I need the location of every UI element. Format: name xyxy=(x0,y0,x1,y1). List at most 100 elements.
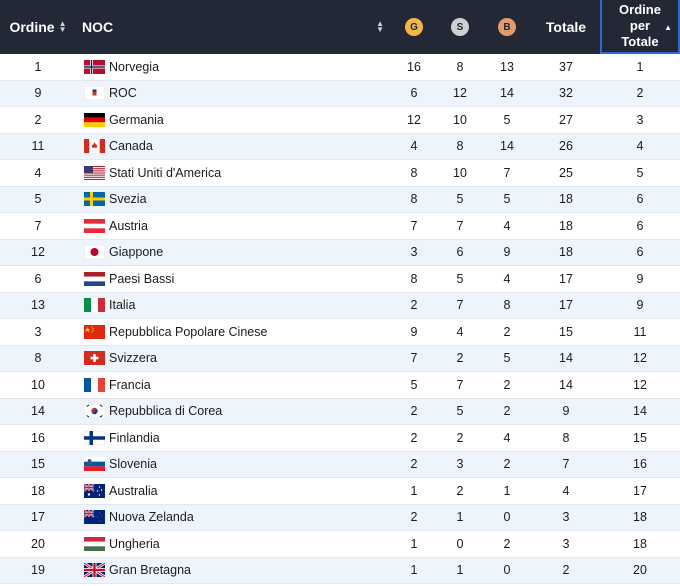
bronze-count-cell: 0 xyxy=(503,563,511,578)
total-count-cell: 25 xyxy=(559,165,573,180)
bronze-count-cell: 14 xyxy=(500,86,514,101)
rank-cell: 6 xyxy=(34,271,42,286)
silver-count-cell: 0 xyxy=(456,536,464,551)
rank-cell: 16 xyxy=(31,430,45,445)
table-row[interactable]: 10 Francia 5 7 2 14 12 xyxy=(0,372,680,399)
table-row[interactable]: 16 Finlandia 2 2 4 8 15 xyxy=(0,425,680,452)
silver-count-cell: 3 xyxy=(456,457,464,472)
gold-count-cell: 7 xyxy=(410,351,418,366)
silver-count-cell: 8 xyxy=(456,139,464,154)
country-name-cell: Svizzera xyxy=(109,351,157,366)
noc-header-label: NOC xyxy=(82,19,114,35)
order-by-total-cell: 6 xyxy=(636,218,644,233)
order-by-total-cell: 6 xyxy=(636,192,644,207)
rank-cell: 13 xyxy=(31,298,45,313)
rank-cell: 11 xyxy=(31,139,45,154)
gold-count-cell: 12 xyxy=(407,112,421,127)
rank-cell: 12 xyxy=(31,245,45,260)
bronze-count-cell: 2 xyxy=(503,457,511,472)
noc-column-header[interactable]: NOC ▲ ▼ xyxy=(82,0,392,54)
order-by-total-cell: 14 xyxy=(633,404,647,419)
total-count-cell: 18 xyxy=(559,245,573,260)
table-row[interactable]: 12 Giappone 3 6 9 18 6 xyxy=(0,239,680,266)
silver-medal-icon: S xyxy=(451,18,469,36)
total-count-cell: 32 xyxy=(559,86,573,101)
rank-cell: 14 xyxy=(31,404,45,419)
table-row[interactable]: 15 Slovenia 2 3 2 7 16 xyxy=(0,451,680,478)
rank-cell: 8 xyxy=(34,351,42,366)
table-row[interactable]: 18 Australia 1 2 1 4 17 xyxy=(0,478,680,505)
gold-column-header[interactable]: G xyxy=(394,0,434,54)
table-header: Ordine ▲ ▼ NOC ▲ ▼ G S B Totale Ordine per… xyxy=(0,0,680,54)
table-row[interactable]: 11 Canada 4 8 14 26 4 xyxy=(0,133,680,160)
gold-count-cell: 1 xyxy=(410,483,418,498)
total-column-header[interactable]: Totale xyxy=(536,0,596,54)
table-row[interactable]: 2 Germania 12 10 5 27 3 xyxy=(0,107,680,134)
table-row[interactable]: 14 Repubblica di Corea 2 5 2 9 14 xyxy=(0,398,680,425)
country-name-cell: Giappone xyxy=(109,245,164,260)
country-name-cell: Nuova Zelanda xyxy=(109,510,194,525)
sort-icon: ▲ ▼ xyxy=(58,19,67,34)
sort-icon: ▲ ▼ xyxy=(376,19,384,34)
order-by-total-cell: 12 xyxy=(633,377,647,392)
country-name-cell: Francia xyxy=(109,377,151,392)
gold-count-cell: 4 xyxy=(410,139,418,154)
country-name-cell: Ungheria xyxy=(109,536,160,551)
country-name-cell: Slovenia xyxy=(109,457,157,472)
japan-flag-icon xyxy=(84,240,106,266)
sweden-flag-icon xyxy=(84,187,106,213)
total-count-cell: 2 xyxy=(562,563,570,578)
country-name-cell: Finlandia xyxy=(109,430,160,445)
usa-flag-icon xyxy=(84,160,106,186)
bronze-column-header[interactable]: B xyxy=(487,0,527,54)
rank-column-header[interactable]: Ordine ▲ ▼ xyxy=(0,0,76,54)
bronze-count-cell: 8 xyxy=(503,298,511,313)
country-name-cell: Stati Uniti d'America xyxy=(109,165,222,180)
table-row[interactable]: 13 Italia 2 7 8 17 9 xyxy=(0,292,680,319)
table-row[interactable]: 19 Gran Bretagna 1 1 0 2 20 xyxy=(0,557,680,584)
table-row[interactable]: 20 Ungheria 1 0 2 3 18 xyxy=(0,531,680,558)
silver-count-cell: 5 xyxy=(456,192,464,207)
bronze-count-cell: 1 xyxy=(503,483,511,498)
total-count-cell: 15 xyxy=(559,324,573,339)
germany-flag-icon xyxy=(84,107,106,133)
table-row[interactable]: 4 Stati Uniti d'America 8 10 7 25 5 xyxy=(0,160,680,187)
table-row[interactable]: 1 Norvegia 16 8 13 37 1 xyxy=(0,54,680,81)
table-row[interactable]: 6 Paesi Bassi 8 5 4 17 9 xyxy=(0,266,680,293)
order-total-column-header[interactable]: Ordine per Totale ▲ xyxy=(600,0,680,54)
table-row[interactable]: 5 Svezia 8 5 5 18 6 xyxy=(0,186,680,213)
silver-column-header[interactable]: S xyxy=(440,0,480,54)
rank-cell: 1 xyxy=(34,59,42,74)
silver-count-cell: 1 xyxy=(456,510,464,525)
gold-count-cell: 2 xyxy=(410,298,418,313)
rank-cell: 3 xyxy=(34,324,42,339)
netherlands-flag-icon xyxy=(84,266,106,292)
gold-count-cell: 2 xyxy=(410,510,418,525)
order-by-total-cell: 9 xyxy=(636,271,644,286)
table-row[interactable]: 17 Nuova Zelanda 2 1 0 3 18 xyxy=(0,504,680,531)
table-row[interactable]: 8 Svizzera 7 2 5 14 12 xyxy=(0,345,680,372)
bronze-count-cell: 2 xyxy=(503,536,511,551)
order-by-total-cell: 11 xyxy=(633,324,647,339)
table-body: 1 Norvegia 16 8 13 37 1 9 ROC 6 12 14 32 2 2 Germania 12… xyxy=(0,54,680,584)
total-count-cell: 3 xyxy=(562,536,570,551)
table-row[interactable]: 9 ROC 6 12 14 32 2 xyxy=(0,80,680,107)
country-name-cell: Gran Bretagna xyxy=(109,563,191,578)
order-by-total-cell: 5 xyxy=(636,165,644,180)
hungary-flag-icon xyxy=(84,531,106,557)
bronze-count-cell: 2 xyxy=(503,324,511,339)
order-by-total-cell: 18 xyxy=(633,536,647,551)
country-name-cell: Australia xyxy=(109,483,158,498)
table-row[interactable]: 7 Austria 7 7 4 18 6 xyxy=(0,213,680,240)
total-count-cell: 37 xyxy=(559,59,573,74)
total-count-cell: 8 xyxy=(562,430,570,445)
italy-flag-icon xyxy=(84,293,106,319)
silver-count-cell: 6 xyxy=(456,245,464,260)
finland-flag-icon xyxy=(84,425,106,451)
roc-flag-icon xyxy=(84,81,106,107)
rank-cell: 5 xyxy=(34,192,42,207)
table-row[interactable]: 3 Repubblica Popolare Cinese 9 4 2 15 11 xyxy=(0,319,680,346)
bronze-count-cell: 14 xyxy=(500,139,514,154)
gold-count-cell: 8 xyxy=(410,192,418,207)
switzerland-flag-icon xyxy=(84,346,106,372)
